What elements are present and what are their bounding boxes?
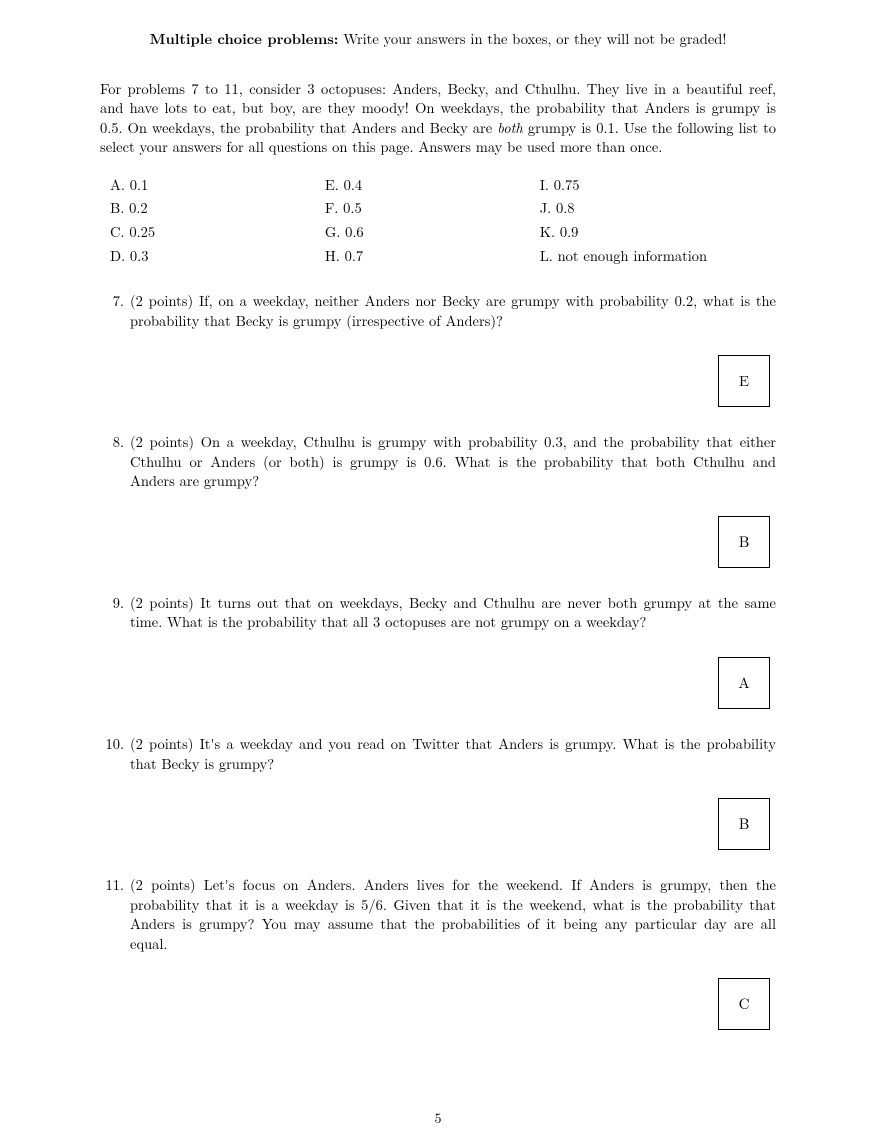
answer-container-10: B bbox=[100, 798, 770, 850]
answer-value: C bbox=[739, 994, 750, 1014]
header-bold: Multiple choice problems: bbox=[150, 29, 339, 49]
answer-box-10[interactable]: B bbox=[718, 798, 770, 850]
problem-points: (2 points) bbox=[130, 593, 194, 613]
answer-container-11: C bbox=[100, 978, 770, 1030]
problem-number: 8. bbox=[100, 433, 130, 453]
answer-value: E bbox=[739, 371, 749, 391]
problem-body: (2 points) It turns out that on weekdays… bbox=[130, 594, 776, 633]
problem-points: (2 points) bbox=[130, 875, 195, 895]
answer-value: B bbox=[739, 532, 750, 552]
problem-8: 8. (2 points) On a weekday, Cthulhu is g… bbox=[100, 433, 776, 492]
answer-value: A bbox=[738, 673, 749, 693]
answer-container-7: E bbox=[100, 355, 770, 407]
answer-container-8: B bbox=[100, 516, 770, 568]
problem-number: 10. bbox=[100, 735, 130, 755]
problem-text: It turns out that on weekdays, Becky and… bbox=[130, 593, 776, 633]
choices-col-2: E. 0.4 F. 0.5 G. 0.6 H. 0.7 bbox=[325, 172, 540, 270]
problem-body: (2 points) If, on a weekday, neither And… bbox=[130, 292, 776, 331]
choice-C: C. 0.25 bbox=[110, 223, 325, 243]
answer-box-11[interactable]: C bbox=[718, 978, 770, 1030]
header-text: Write your answers in the boxes, or they… bbox=[338, 29, 726, 49]
problem-points: (2 points) bbox=[130, 432, 194, 452]
problem-9: 9. (2 points) It turns out that on weekd… bbox=[100, 594, 776, 633]
choice-J: J. 0.8 bbox=[540, 199, 776, 219]
problem-text: On a weekday, Cthulhu is grumpy with pro… bbox=[130, 432, 776, 491]
choice-B: B. 0.2 bbox=[110, 199, 325, 219]
problem-10: 10. (2 points) It's a weekday and you re… bbox=[100, 735, 776, 774]
problem-body: (2 points) It's a weekday and you read o… bbox=[130, 735, 776, 774]
problem-11: 11. (2 points) Let's focus on Anders. An… bbox=[100, 876, 776, 954]
answer-choices: A. 0.1 B. 0.2 C. 0.25 D. 0.3 E. 0.4 F. 0… bbox=[110, 172, 776, 270]
choice-A: A. 0.1 bbox=[110, 176, 325, 196]
problem-number: 11. bbox=[100, 876, 130, 896]
problem-body: (2 points) On a weekday, Cthulhu is grum… bbox=[130, 433, 776, 492]
problem-points: (2 points) bbox=[130, 734, 193, 754]
answer-box-7[interactable]: E bbox=[718, 355, 770, 407]
choices-col-1: A. 0.1 B. 0.2 C. 0.25 D. 0.3 bbox=[110, 172, 325, 270]
page-header: Multiple choice problems: Write your ans… bbox=[100, 30, 776, 50]
answer-value: B bbox=[739, 814, 750, 834]
problem-number: 7. bbox=[100, 292, 130, 312]
problem-points: (2 points) bbox=[130, 291, 193, 311]
choices-col-3: I. 0.75 J. 0.8 K. 0.9 L. not enough info… bbox=[540, 172, 776, 270]
choice-D: D. 0.3 bbox=[110, 247, 325, 267]
intro-paragraph: For problems 7 to 11, consider 3 octopus… bbox=[100, 80, 776, 158]
problem-number: 9. bbox=[100, 594, 130, 614]
choice-L: L. not enough information bbox=[540, 247, 776, 267]
choice-F: F. 0.5 bbox=[325, 199, 540, 219]
problem-text: Let's focus on Anders. Anders lives for … bbox=[130, 875, 776, 954]
answer-box-8[interactable]: B bbox=[718, 516, 770, 568]
page-number: 5 bbox=[0, 1109, 876, 1128]
choice-H: H. 0.7 bbox=[325, 247, 540, 267]
choice-I: I. 0.75 bbox=[540, 176, 776, 196]
choice-G: G. 0.6 bbox=[325, 223, 540, 243]
problem-text: It's a weekday and you read on Twitter t… bbox=[130, 734, 776, 774]
problem-7: 7. (2 points) If, on a weekday, neither … bbox=[100, 292, 776, 331]
choice-K: K. 0.9 bbox=[540, 223, 776, 243]
answer-container-9: A bbox=[100, 657, 770, 709]
problem-body: (2 points) Let's focus on Anders. Anders… bbox=[130, 876, 776, 954]
page: Multiple choice problems: Write your ans… bbox=[0, 0, 876, 1148]
problem-text: If, on a weekday, neither Anders nor Bec… bbox=[130, 291, 776, 331]
intro-italic: both bbox=[497, 118, 523, 138]
answer-box-9[interactable]: A bbox=[718, 657, 770, 709]
choice-E: E. 0.4 bbox=[325, 176, 540, 196]
